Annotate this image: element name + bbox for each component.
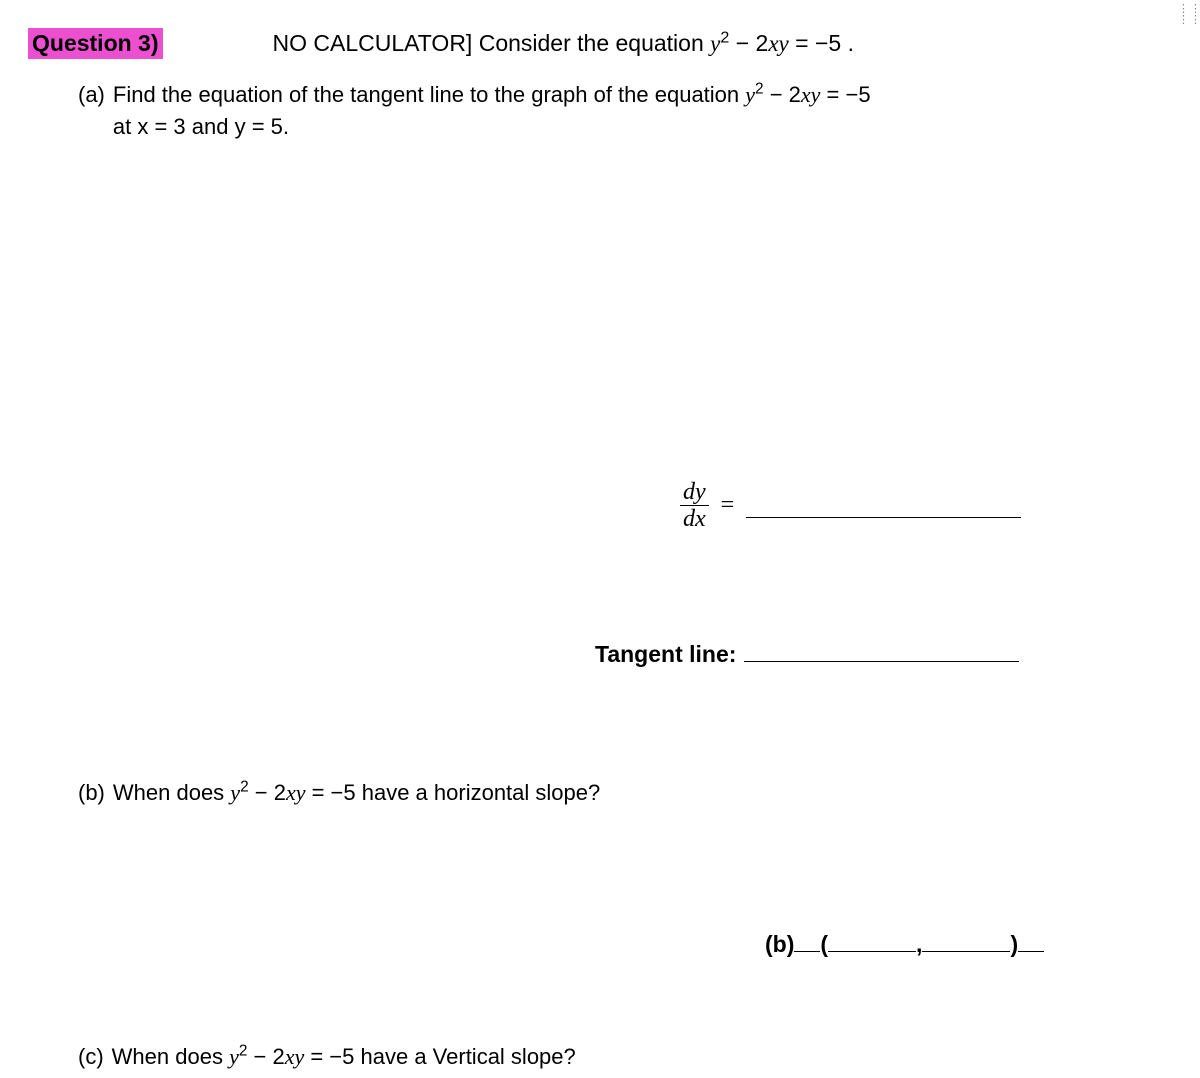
tangent-answer-blank[interactable] (744, 638, 1019, 662)
answer-b-x-blank[interactable] (828, 930, 916, 952)
part-a-body: Find the equation of the tangent line to… (113, 79, 1160, 143)
fraction-denominator: dx (683, 506, 706, 531)
fraction-numerator: dy (680, 480, 709, 506)
answer-b-label: (b) (765, 931, 794, 958)
part-a: (a) Find the equation of the tangent lin… (78, 79, 1160, 143)
worksheet-page: ⋮⋮⋮⋮⋮⋮ Question 3) NO CALCULATOR] Consid… (0, 0, 1200, 1078)
part-b-letter: (b) (78, 780, 105, 806)
equals-sign: = (719, 492, 737, 519)
tangent-label: Tangent line: (595, 641, 736, 668)
answer-b-y-blank[interactable] (922, 930, 1010, 952)
part-c-equation: y2 − 2xy = −5 (229, 1044, 354, 1069)
tangent-line-row: Tangent line: (595, 638, 1019, 668)
part-b: (b) When does y2 − 2xy = −5 have a horiz… (78, 780, 600, 806)
instruction-period: . (841, 30, 854, 56)
part-a-line2: at x = 3 and y = 5. (113, 114, 289, 139)
part-c: (c) When does y2 − 2xy = −5 have a Verti… (78, 1044, 576, 1070)
part-a-letter: (a) (78, 79, 105, 143)
question-header: Question 3) NO CALCULATOR] Consider the … (28, 28, 1160, 59)
dydx-fraction: dy dx (680, 480, 709, 531)
part-c-suffix: have a Vertical slope? (354, 1044, 575, 1069)
part-b-prefix: When does (113, 780, 230, 805)
part-a-line1-prefix: Find the equation of the tangent line to… (113, 82, 745, 107)
answer-b-close: ) (1010, 931, 1018, 958)
part-b-answer-row: (b) ( , ) (765, 930, 1044, 958)
part-c-body: When does y2 − 2xy = −5 have a Vertical … (112, 1044, 576, 1070)
question-instruction: NO CALCULATOR] Consider the equation y2 … (273, 30, 854, 57)
part-a-equation: y2 − 2xy = −5 (745, 82, 870, 107)
answer-b-open: ( (820, 931, 828, 958)
drag-handle-icon[interactable]: ⋮⋮⋮⋮⋮⋮ (1178, 4, 1192, 18)
part-b-equation: y2 − 2xy = −5 (230, 780, 355, 805)
header-equation: y2 − 2xy = −5 (710, 30, 841, 56)
dydx-answer-blank[interactable] (746, 493, 1021, 518)
part-b-suffix: have a horizontal slope? (356, 780, 601, 805)
question-number-highlight: Question 3) (28, 28, 163, 59)
dydx-answer-row: dy dx = (680, 480, 1021, 531)
instruction-prefix: NO CALCULATOR] Consider the equation (273, 30, 711, 56)
part-c-letter: (c) (78, 1044, 104, 1070)
answer-b-post-blank[interactable] (1018, 930, 1044, 952)
answer-b-pre-blank[interactable] (794, 930, 820, 952)
part-c-prefix: When does (112, 1044, 229, 1069)
part-b-body: When does y2 − 2xy = −5 have a horizonta… (113, 780, 600, 806)
